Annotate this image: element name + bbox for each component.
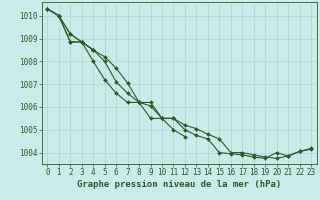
X-axis label: Graphe pression niveau de la mer (hPa): Graphe pression niveau de la mer (hPa) xyxy=(77,180,281,189)
